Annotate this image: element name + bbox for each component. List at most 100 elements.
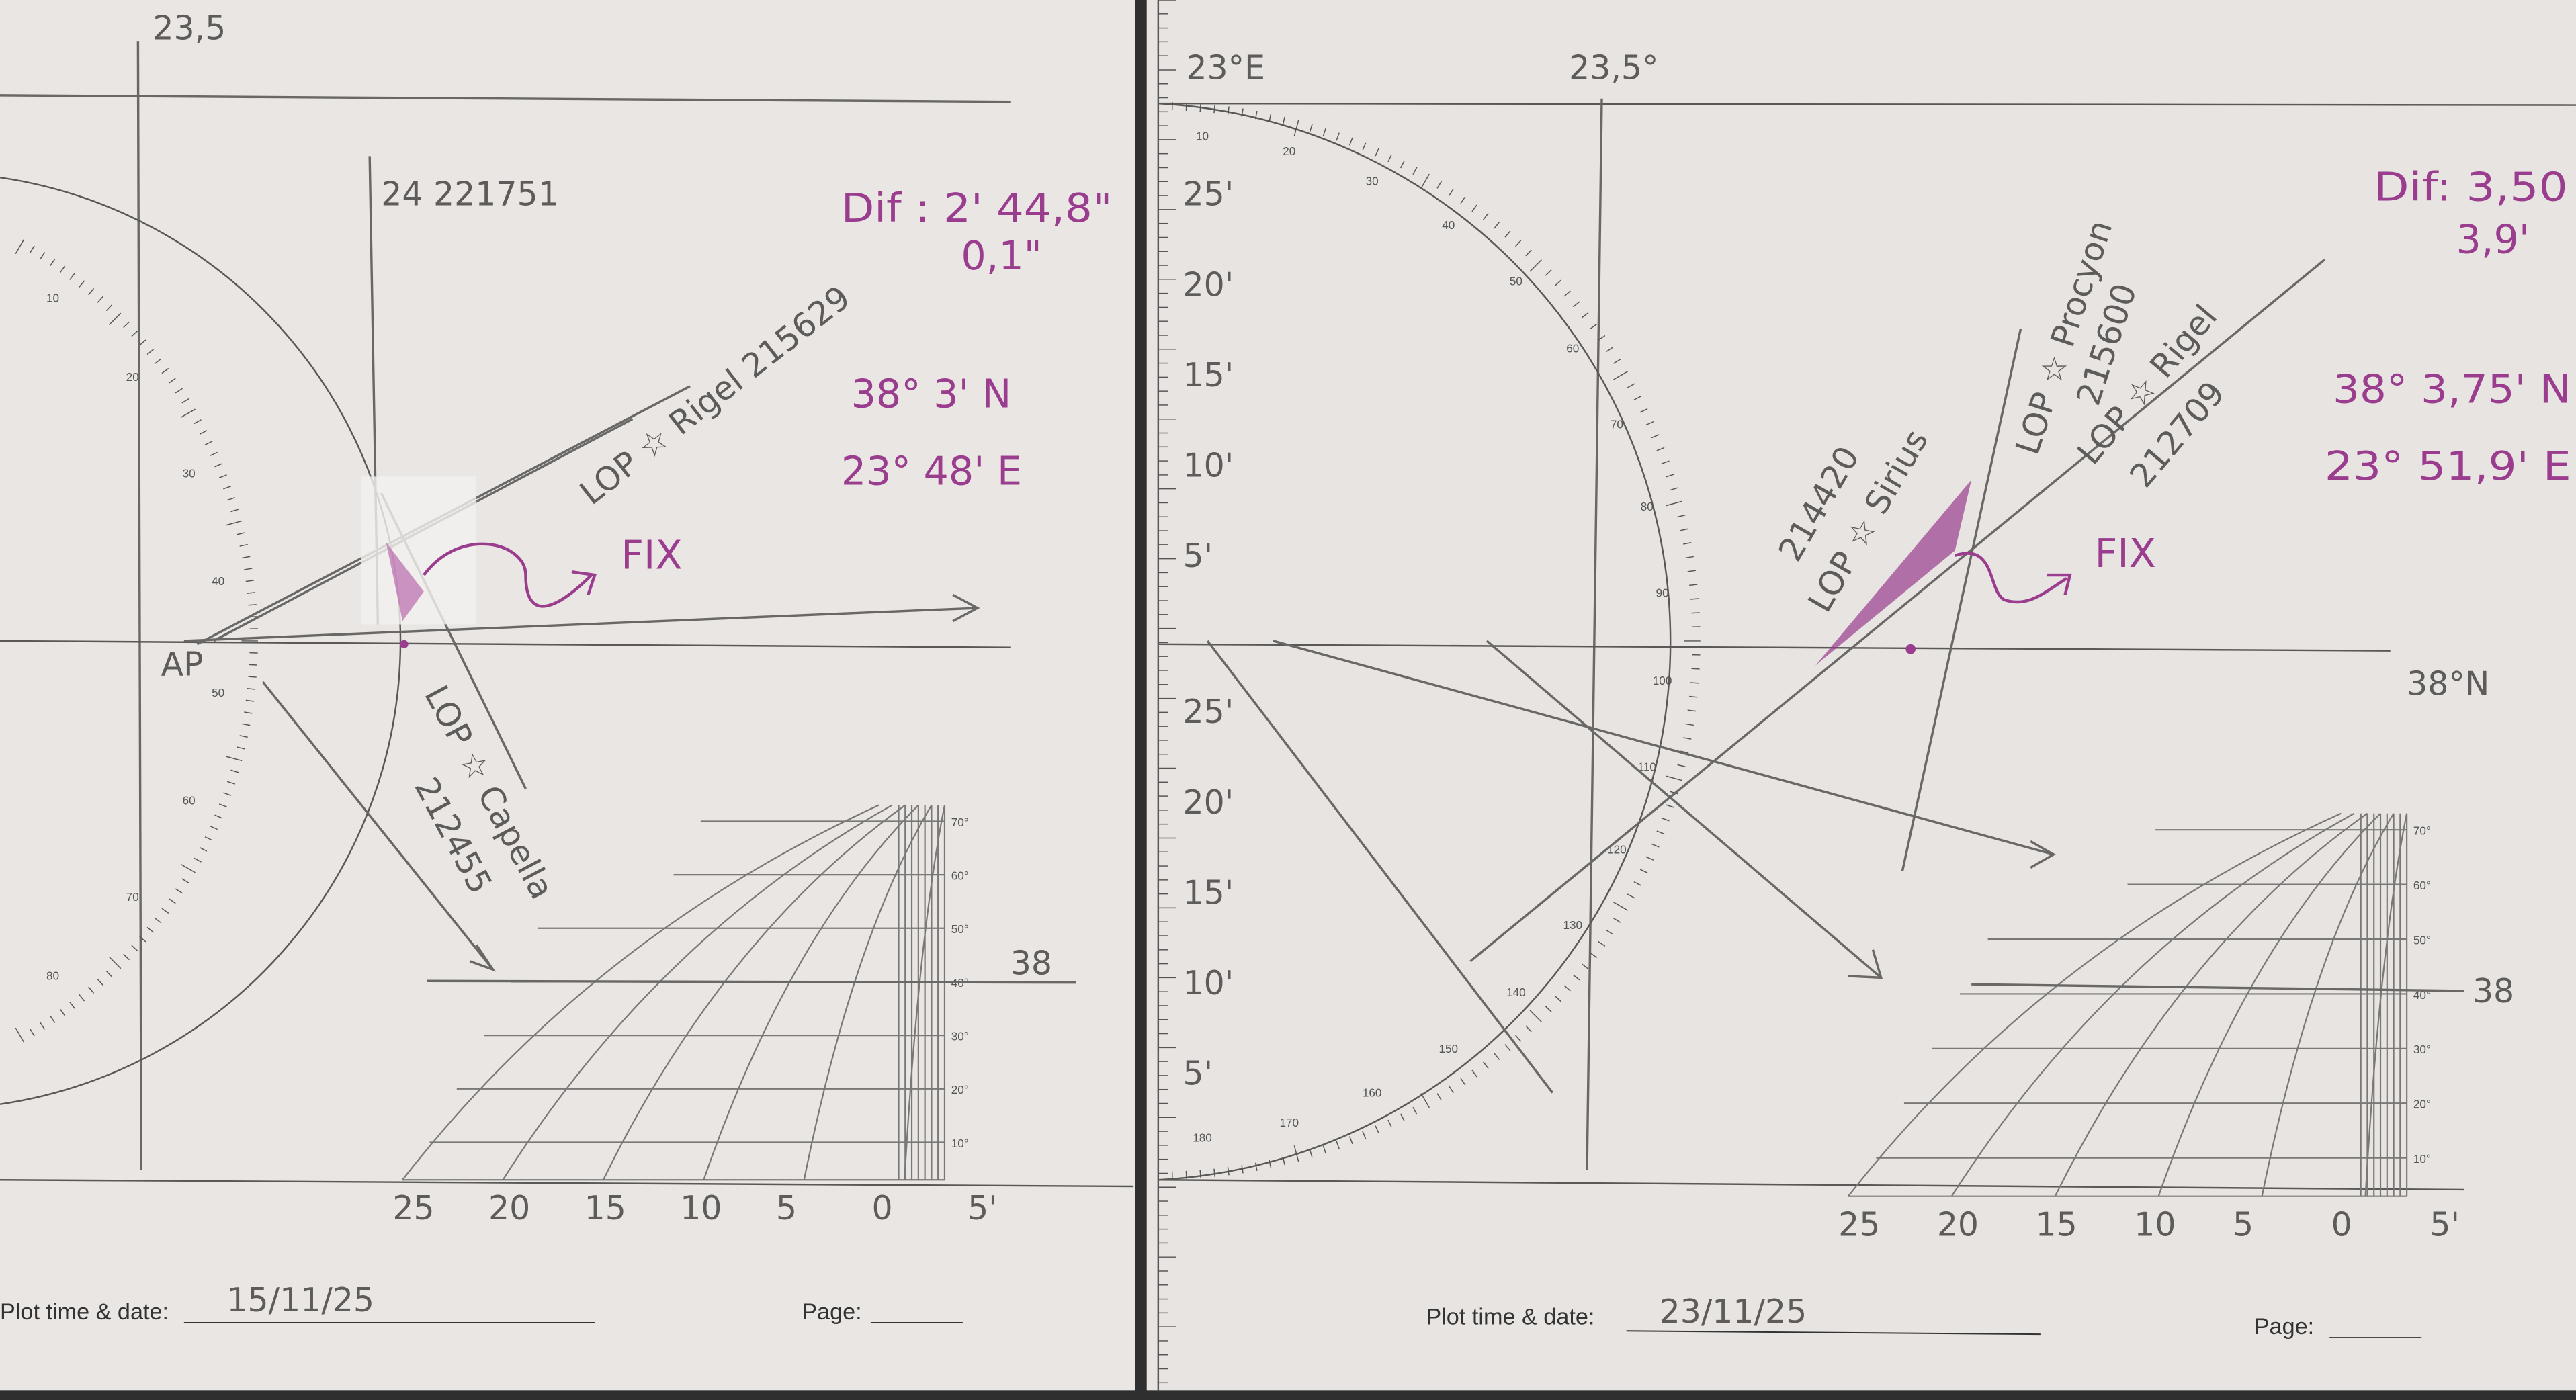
grid-parallel-label: 38 xyxy=(2473,972,2514,1010)
grid-parallel-line xyxy=(1971,983,2464,992)
plot-time-value[interactable]: 23/11/25 xyxy=(1660,1293,1807,1331)
rose-tick xyxy=(1362,1131,1367,1139)
parallel-label: 38°N xyxy=(2407,665,2489,703)
rose-tick xyxy=(123,953,130,961)
lat-tick-label: 70° xyxy=(951,816,969,829)
rose-tick xyxy=(1633,396,1642,400)
page-label: Page: xyxy=(802,1299,861,1325)
rose-tick xyxy=(1613,918,1621,923)
rose-tick xyxy=(1525,249,1532,257)
rose-tick xyxy=(139,339,146,346)
lat-tick-label: 10° xyxy=(2413,1153,2431,1166)
fix-latitude: 38° 3,75' N xyxy=(2333,366,2571,412)
lat-tick-label: 20° xyxy=(951,1084,969,1096)
rose-tick xyxy=(1282,1157,1285,1166)
rose-tick xyxy=(1627,383,1635,388)
rose-tick xyxy=(204,836,213,841)
rose-tick xyxy=(1590,952,1598,959)
rose-tick xyxy=(214,814,223,819)
rose-tick xyxy=(97,296,103,303)
rose-tick xyxy=(88,288,95,296)
rose-tick xyxy=(175,888,183,894)
rose-tick xyxy=(50,259,56,266)
rose-label: 80 xyxy=(1641,500,1654,513)
rose-tick xyxy=(108,312,122,326)
rose-tick xyxy=(1685,723,1694,726)
capella-azimuth-arrow xyxy=(261,681,494,971)
lat-tick-label: 40° xyxy=(2413,989,2431,1002)
dif-value: Dif : 2' 44,8" xyxy=(841,185,1112,231)
latitude-scale-grid: 70°60°50°40°30°20°10°25 20 15 10 5 0 5' xyxy=(1838,812,2460,1243)
rose-tick xyxy=(1680,750,1689,754)
rose-tick xyxy=(1613,359,1621,364)
lat-tick-label: 30° xyxy=(2413,1043,2431,1056)
grid-curve xyxy=(2157,812,2381,1197)
lat-tick-label: 60° xyxy=(951,869,969,882)
ruler-mark-label: 15' xyxy=(1183,356,1234,394)
rose-tick xyxy=(1420,1093,1430,1108)
rose-tick xyxy=(1581,963,1589,969)
rose-tick xyxy=(1572,301,1580,308)
minute-label: 25 xyxy=(392,1189,434,1227)
compass-rose-arc xyxy=(0,176,402,1105)
rose-tick xyxy=(1545,1006,1552,1012)
parallel-line xyxy=(1158,643,2391,652)
ruler-mark-label: 25' xyxy=(1183,175,1234,214)
rose-tick xyxy=(1598,940,1606,947)
rose-tick xyxy=(245,699,255,702)
rose-tick xyxy=(1563,985,1571,992)
plot-time-value[interactable]: 15/11/25 xyxy=(226,1281,374,1319)
meridian-label-2: 23,5° xyxy=(1569,48,1658,87)
dif-value-2: 0,1" xyxy=(961,233,1041,279)
rose-tick xyxy=(1254,1162,1258,1171)
rose-tick xyxy=(1685,556,1694,559)
ruler-mark-label: 15' xyxy=(1183,873,1234,912)
azimuth-line-1 xyxy=(1206,640,1554,1094)
arrow-head xyxy=(1848,949,1883,979)
minute-label: 15 xyxy=(585,1189,626,1227)
minute-label: 0 xyxy=(872,1189,893,1227)
grid-curve xyxy=(2054,812,2368,1197)
rose-tick xyxy=(242,556,251,559)
rose-tick xyxy=(30,1029,35,1037)
minute-label: 10 xyxy=(2134,1205,2176,1243)
rose-tick xyxy=(249,664,257,666)
rose-tick xyxy=(1213,104,1215,114)
fix-longitude: 23° 48' E xyxy=(841,449,1022,494)
rose-tick xyxy=(214,463,223,468)
lat-tick-label: 50° xyxy=(2413,934,2431,947)
rose-tick xyxy=(1545,269,1552,276)
rose-label: 20 xyxy=(1283,145,1295,158)
rose-tick xyxy=(40,1022,46,1030)
rose-tick xyxy=(204,441,213,445)
right-plotting-sheet: 25'20'15'10'5'25'20'15'10'5' 10203040506… xyxy=(1146,0,2576,1391)
rose-tick xyxy=(1683,542,1692,545)
bottom-line xyxy=(0,1179,1134,1188)
rose-tick xyxy=(1348,1136,1353,1145)
rose-tick xyxy=(1412,167,1418,175)
latitude-scale-grid: 70°60°50°40°30°20°10°25 20 15 10 5 0 5' xyxy=(392,804,998,1227)
ap-label: AP xyxy=(161,645,204,683)
rose-tick xyxy=(1504,230,1511,238)
rose-tick xyxy=(1387,1119,1392,1128)
rose-tick xyxy=(1254,110,1258,120)
azimuth-line-3 xyxy=(1486,640,1882,979)
rose-tick xyxy=(1199,103,1201,112)
minute-label: 10 xyxy=(680,1189,722,1227)
fix-arrow xyxy=(423,542,593,608)
rose-tick xyxy=(1375,148,1379,157)
rose-tick xyxy=(59,265,66,273)
rose-label: 70 xyxy=(1611,419,1623,431)
rose-tick xyxy=(1449,1086,1454,1094)
bottom-line xyxy=(1158,1179,2464,1191)
minute-label: 5 xyxy=(2233,1205,2253,1243)
ruler-mark-label: 10' xyxy=(1183,446,1234,484)
rose-label: 90 xyxy=(1656,587,1669,600)
rose-tick xyxy=(1656,830,1665,835)
rose-tick xyxy=(1436,1093,1443,1101)
rose-tick xyxy=(226,756,243,762)
rose-tick xyxy=(237,746,245,750)
rose-tick xyxy=(97,978,103,986)
rose-label: 60 xyxy=(1566,343,1579,355)
rose-tick xyxy=(1375,1125,1379,1134)
